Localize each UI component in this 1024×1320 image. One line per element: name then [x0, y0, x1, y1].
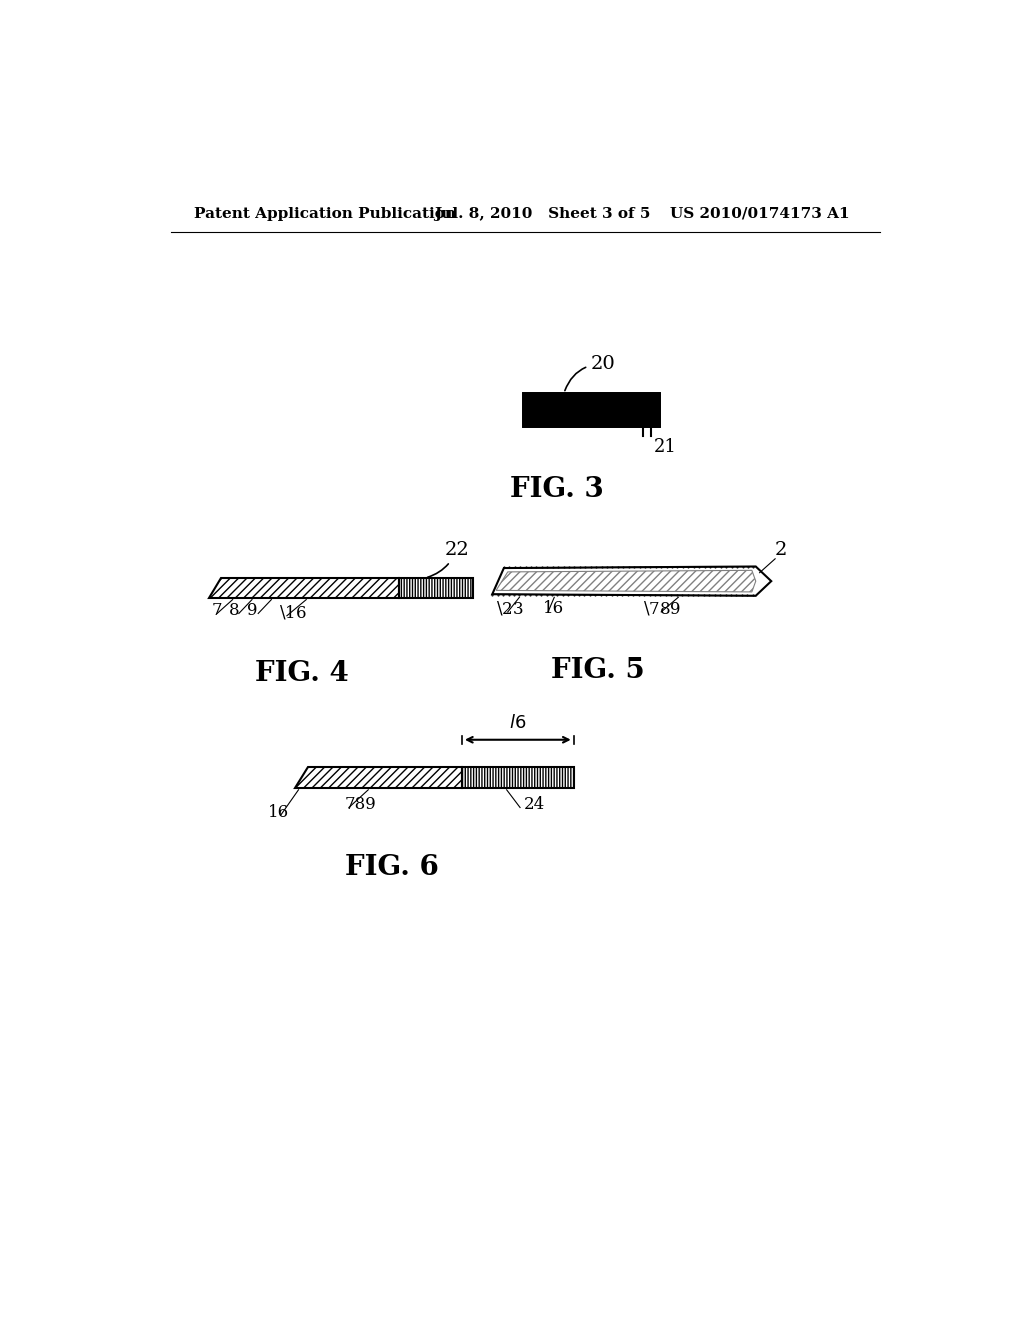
- Text: 789: 789: [345, 796, 377, 813]
- Text: $\backslash$23: $\backslash$23: [496, 599, 523, 618]
- Polygon shape: [295, 767, 462, 788]
- Text: 7: 7: [212, 602, 222, 619]
- Polygon shape: [209, 578, 399, 598]
- Polygon shape: [399, 578, 473, 598]
- Text: FIG. 4: FIG. 4: [255, 660, 348, 686]
- Bar: [523, 393, 658, 425]
- Polygon shape: [493, 566, 771, 595]
- Text: $\backslash$789: $\backslash$789: [643, 599, 682, 618]
- Text: 8: 8: [228, 602, 240, 619]
- Text: 20: 20: [565, 355, 615, 391]
- Text: FIG. 3: FIG. 3: [510, 475, 604, 503]
- Text: FIG. 6: FIG. 6: [345, 854, 439, 880]
- Text: 9: 9: [247, 602, 257, 619]
- Text: 21: 21: [653, 438, 676, 455]
- Polygon shape: [496, 570, 756, 591]
- Bar: [523, 393, 658, 425]
- Text: $\backslash$16: $\backslash$16: [280, 603, 307, 622]
- Text: 16: 16: [267, 804, 289, 821]
- Text: 16: 16: [543, 601, 564, 618]
- Text: Patent Application Publication: Patent Application Publication: [194, 207, 456, 220]
- Text: 22: 22: [428, 541, 469, 577]
- Bar: [462, 767, 573, 788]
- Text: 24: 24: [523, 796, 545, 813]
- Text: $\mathit{l}6$: $\mathit{l}6$: [509, 714, 526, 733]
- Text: 2: 2: [775, 541, 787, 558]
- Text: Jul. 8, 2010   Sheet 3 of 5: Jul. 8, 2010 Sheet 3 of 5: [434, 207, 650, 220]
- Text: FIG. 5: FIG. 5: [551, 657, 645, 684]
- Text: US 2010/0174173 A1: US 2010/0174173 A1: [671, 207, 850, 220]
